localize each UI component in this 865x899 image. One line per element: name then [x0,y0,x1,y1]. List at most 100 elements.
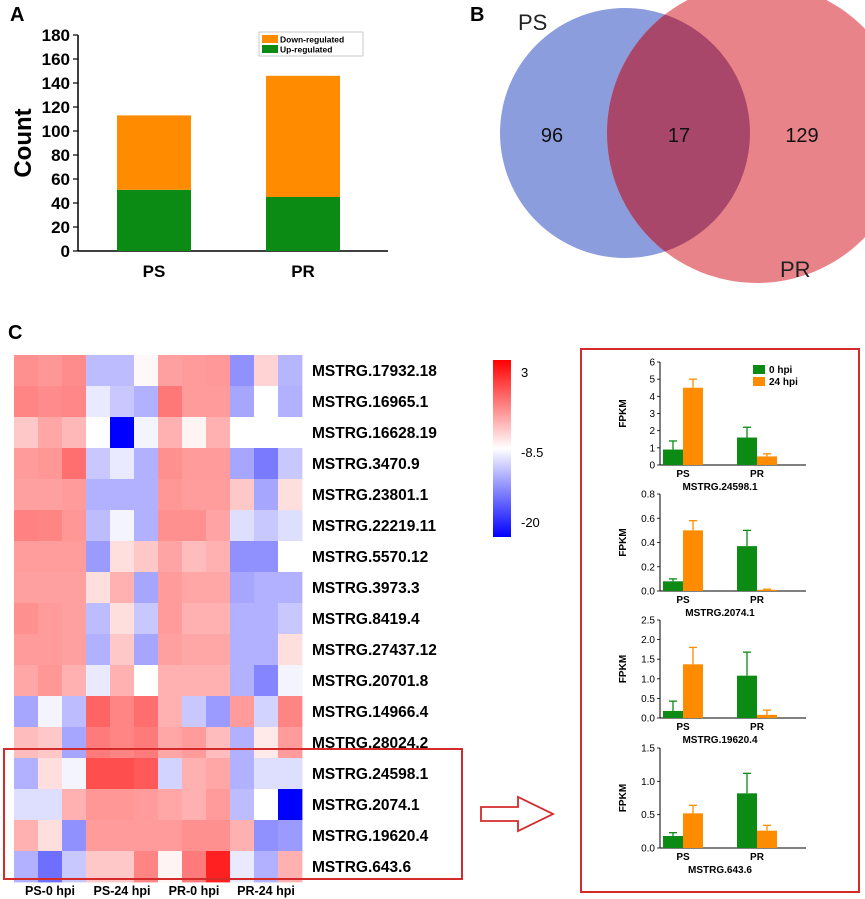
heatmap-cell [278,789,303,821]
heatmap-cell [110,696,135,728]
heatmap-cell [182,355,207,387]
heatmap-cell [206,727,231,759]
heatmap-cell [182,603,207,635]
heatmap-cell [38,417,63,449]
heatmap-cell [230,479,255,511]
heatmap-cell [14,820,39,852]
heatmap-cell [158,417,183,449]
heatmap-cell [110,634,135,666]
heatmap: MSTRG.17932.18 MSTRG.16965.1 MSTRG.16628.1… [3,355,556,898]
heatmap-cell [14,789,39,821]
heatmap-cell [86,820,111,852]
scale-mid-label: -8.5 [521,445,543,460]
heatmap-cell [158,634,183,666]
heatmap-cell [278,603,303,635]
y-tick-label: 2.0 [641,635,655,646]
heatmap-cell [86,510,111,542]
heatmap-cell [86,541,111,573]
bar-PR-0-hpi [737,675,757,718]
y-tick-label: 120 [42,98,70,117]
heatmap-cell [230,541,255,573]
heatmap-cell [110,541,135,573]
heatmap-cell [86,789,111,821]
heatmap-cell [278,851,303,883]
y-tick-label: 1.5 [641,655,655,666]
heatmap-cell [230,572,255,604]
heatmap-cell [14,572,39,604]
heatmap-cell [278,417,303,449]
y-tick-label: 60 [51,170,70,189]
heatmap-cell [38,572,63,604]
heatmap-cell [230,510,255,542]
charts-frame [580,348,860,893]
heatmap-cell [134,665,159,697]
heatmap-cell [62,634,87,666]
heatmap-cell [206,541,231,573]
heatmap-cell [134,572,159,604]
fpkm-chart: 0.0 0.2 0.4 0.6 0.8 FPKM PS PR MSTRG.2074.1 [618,490,806,619]
heatmap-cell [110,355,135,387]
heatmap-cell [62,727,87,759]
heatmap-cell [134,758,159,790]
legend-label: Down-regulated [280,35,344,45]
chart-title: MSTRG.643.6 [688,865,752,876]
heatmap-cell [62,448,87,480]
heatmap-cell [278,355,303,387]
heatmap-cell [230,789,255,821]
heatmap-cell [134,696,159,728]
heatmap-cell [206,572,231,604]
heatmap-cell [38,603,63,635]
y-axis-label: FPKM [618,528,629,556]
heatmap-cell [62,572,87,604]
heatmap-cell [110,572,135,604]
y-tick-label: 3 [649,409,655,420]
heatmap-cell [38,386,63,418]
heatmap-cell [206,417,231,449]
x-tick-label: PS [676,722,690,733]
y-tick-label: 100 [42,122,70,141]
heatmap-cell [38,448,63,480]
heatmap-cell [158,448,183,480]
chart-title: MSTRG.19620.4 [682,735,757,746]
heatmap-cell [14,603,39,635]
heatmap-cell [14,386,39,418]
heatmap-cell [230,727,255,759]
heatmap-cell [158,510,183,542]
heatmap-cell [158,572,183,604]
heatmap-cell [254,417,279,449]
x-tick-label: PR [291,262,315,281]
bar-PS-24-hpi [683,813,703,848]
panel-label-a: A [10,4,25,26]
heatmap-cell [62,696,87,728]
heatmap-cell [110,789,135,821]
heatmap-cell [134,851,159,883]
heatmap-cell [206,355,231,387]
fpkm-chart: 0.0 0.5 1.0 1.5 FPKM PS PR MSTRG.643.6 [618,744,806,876]
heatmap-cell [206,758,231,790]
heatmap-group-label: PR-0 hpi [169,884,220,898]
venn-overlap [607,14,750,252]
heatmap-cell [278,665,303,697]
heatmap-cell [86,758,111,790]
heatmap-cell [230,355,255,387]
heatmap-cell [206,789,231,821]
heatmap-cell [254,634,279,666]
heatmap-cell [110,727,135,759]
heatmap-cell [14,851,39,883]
panel-label-c: C [8,322,23,344]
heatmap-cell [278,696,303,728]
heatmap-cell [230,696,255,728]
heatmap-row-label: MSTRG.5570.12 [312,549,428,566]
fpkm-chart: 0.0 0.5 1.0 1.5 2.0 2.5 FPKM PS PR MSTRG.19620.4 [618,616,806,746]
heatmap-cell [62,386,87,418]
heatmap-cell [110,448,135,480]
y-tick-label: 1 [649,443,655,454]
heatmap-cell [254,603,279,635]
heatmap-cell [110,510,135,542]
heatmap-row-label: MSTRG.643.6 [312,859,411,876]
heatmap-cell [182,727,207,759]
stacked-bar-chart: 0 20 40 60 80 100 120 140 160 180 Count PS PR Down-re… [10,26,388,281]
bar-PR-0-hpi [737,437,757,465]
heatmap-cell [38,510,63,542]
